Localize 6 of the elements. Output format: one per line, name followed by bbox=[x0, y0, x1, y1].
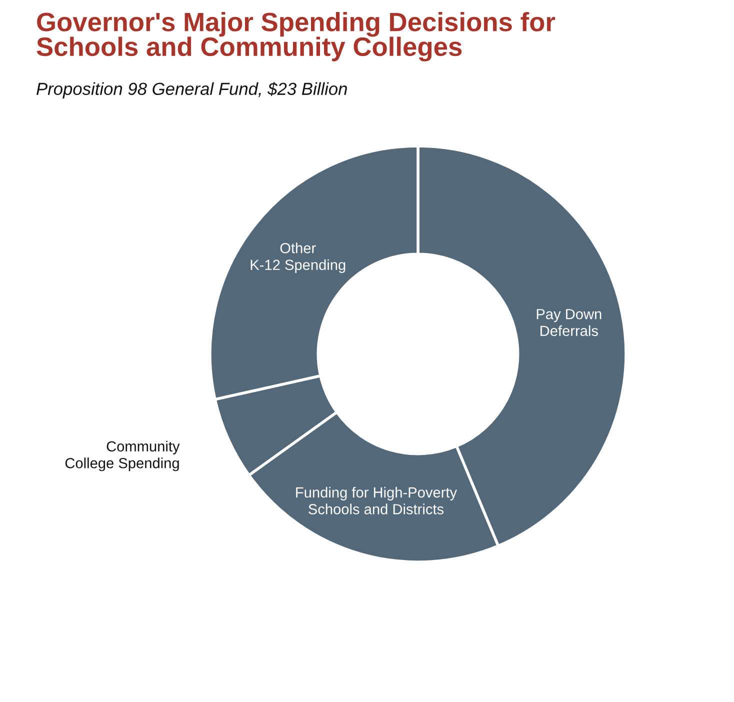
chart-subtitle: Proposition 98 General Fund, $23 Billion bbox=[36, 82, 347, 98]
chart-title: Governor's Major Spending Decisions for Schools and Community Colleges bbox=[36, 12, 556, 62]
slice-label: Pay Down Deferrals bbox=[536, 309, 602, 336]
slice-label: Community College Spending bbox=[65, 440, 180, 472]
slice-label: Funding for High-Poverty Schools and Districts bbox=[296, 486, 458, 514]
slice-label: Other K-12 Spending bbox=[250, 242, 346, 273]
